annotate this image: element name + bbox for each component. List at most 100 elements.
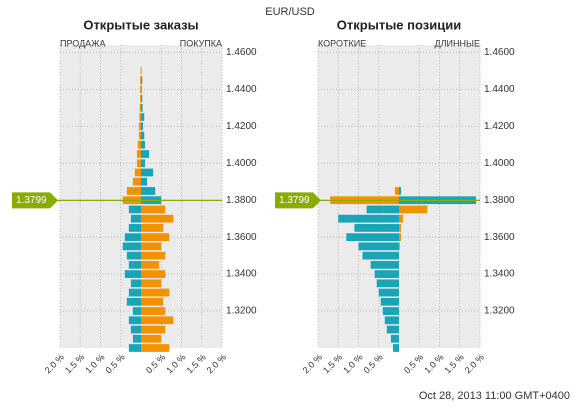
bar bbox=[134, 168, 141, 177]
bar bbox=[358, 242, 399, 251]
side-label: КОРОТКИЕ bbox=[318, 38, 366, 48]
side-label: ПОКУПКА bbox=[180, 38, 222, 48]
bar bbox=[141, 150, 150, 158]
y-tick-label: 1.4400 bbox=[226, 84, 257, 95]
bar bbox=[346, 233, 399, 242]
bar bbox=[399, 187, 402, 195]
bar bbox=[141, 251, 166, 260]
current-price-tag bbox=[275, 192, 321, 209]
bar bbox=[141, 122, 144, 131]
bar bbox=[141, 344, 170, 352]
bar bbox=[386, 325, 399, 334]
bar bbox=[141, 270, 166, 278]
bar bbox=[141, 214, 174, 223]
current-price-label: 1.3799 bbox=[16, 195, 47, 206]
bar bbox=[394, 187, 399, 195]
bar bbox=[126, 187, 141, 195]
bar bbox=[128, 344, 141, 352]
bar bbox=[374, 270, 399, 278]
bar bbox=[338, 214, 399, 223]
bar bbox=[141, 316, 174, 325]
bar bbox=[380, 297, 399, 306]
bar bbox=[399, 205, 428, 214]
bar bbox=[384, 316, 399, 325]
x-tick-label: 1.0 % bbox=[422, 352, 445, 375]
bar bbox=[141, 279, 162, 288]
x-tick-label: 2.0 % bbox=[301, 352, 324, 375]
y-tick-label: 1.4200 bbox=[226, 121, 257, 132]
bar bbox=[141, 131, 145, 140]
bar bbox=[140, 94, 141, 103]
panel-title: Открытые заказы bbox=[83, 17, 198, 32]
bar bbox=[141, 297, 164, 306]
bar bbox=[399, 214, 404, 223]
y-tick-label: 1.4000 bbox=[226, 158, 257, 169]
bar bbox=[370, 260, 399, 269]
x-tick-label: 1.0 % bbox=[341, 352, 364, 375]
x-tick-label: 0.5 % bbox=[402, 352, 425, 375]
bar bbox=[122, 242, 141, 251]
bar bbox=[126, 251, 141, 260]
side-label: ДЛИННЫЕ bbox=[435, 38, 480, 48]
bar bbox=[128, 288, 141, 297]
bar bbox=[362, 251, 399, 260]
bar bbox=[141, 85, 142, 94]
bar bbox=[126, 297, 141, 306]
y-tick-label: 1.3200 bbox=[226, 306, 257, 317]
y-tick-label: 1.3800 bbox=[484, 195, 515, 206]
bar bbox=[141, 177, 148, 186]
bar bbox=[399, 233, 402, 242]
y-tick-label: 1.4000 bbox=[484, 158, 515, 169]
bar bbox=[141, 205, 166, 214]
bar bbox=[141, 307, 166, 315]
bar bbox=[141, 187, 156, 195]
bar bbox=[138, 131, 141, 140]
bar bbox=[128, 224, 141, 232]
bar bbox=[382, 307, 399, 315]
x-tick-label: 2.0 % bbox=[205, 352, 228, 375]
bar bbox=[140, 76, 141, 84]
bar bbox=[392, 344, 399, 352]
x-tick-label: 1.0 % bbox=[83, 352, 106, 375]
x-tick-label: 2.0 % bbox=[463, 352, 486, 375]
bar bbox=[376, 279, 399, 288]
bar bbox=[124, 233, 141, 242]
page-title: EUR/USD bbox=[265, 6, 315, 18]
y-tick-label: 1.4400 bbox=[484, 84, 515, 95]
bar bbox=[141, 224, 164, 232]
y-tick-label: 1.3600 bbox=[484, 232, 515, 243]
bar bbox=[136, 150, 141, 158]
x-tick-label: 1.0 % bbox=[164, 352, 187, 375]
bar bbox=[128, 316, 141, 325]
current-price-label: 1.3799 bbox=[279, 195, 310, 206]
bar bbox=[130, 325, 141, 334]
bar bbox=[141, 334, 162, 343]
bar bbox=[141, 288, 170, 297]
bar bbox=[130, 279, 141, 288]
panel-title: Открытые позиции bbox=[337, 17, 461, 32]
x-tick-label: 0.5 % bbox=[361, 352, 384, 375]
bar bbox=[130, 214, 141, 223]
bar bbox=[141, 113, 145, 121]
x-tick-label: 0.5 % bbox=[103, 352, 126, 375]
bar bbox=[141, 242, 162, 251]
y-tick-label: 1.3400 bbox=[484, 269, 515, 280]
bar bbox=[141, 233, 170, 242]
bar bbox=[132, 334, 141, 343]
y-tick-label: 1.3600 bbox=[226, 232, 257, 243]
bar bbox=[132, 177, 141, 186]
bar bbox=[399, 242, 400, 251]
bar bbox=[128, 205, 141, 214]
bar bbox=[354, 224, 399, 232]
x-tick-label: 1.5 % bbox=[63, 352, 86, 375]
x-tick-label: 0.5 % bbox=[144, 352, 167, 375]
bar bbox=[138, 122, 141, 131]
bar bbox=[141, 260, 160, 269]
x-tick-label: 1.5 % bbox=[442, 352, 465, 375]
bar bbox=[132, 307, 141, 315]
bar bbox=[141, 168, 154, 177]
bar bbox=[378, 288, 399, 297]
bar bbox=[136, 159, 141, 168]
bar bbox=[124, 270, 141, 278]
